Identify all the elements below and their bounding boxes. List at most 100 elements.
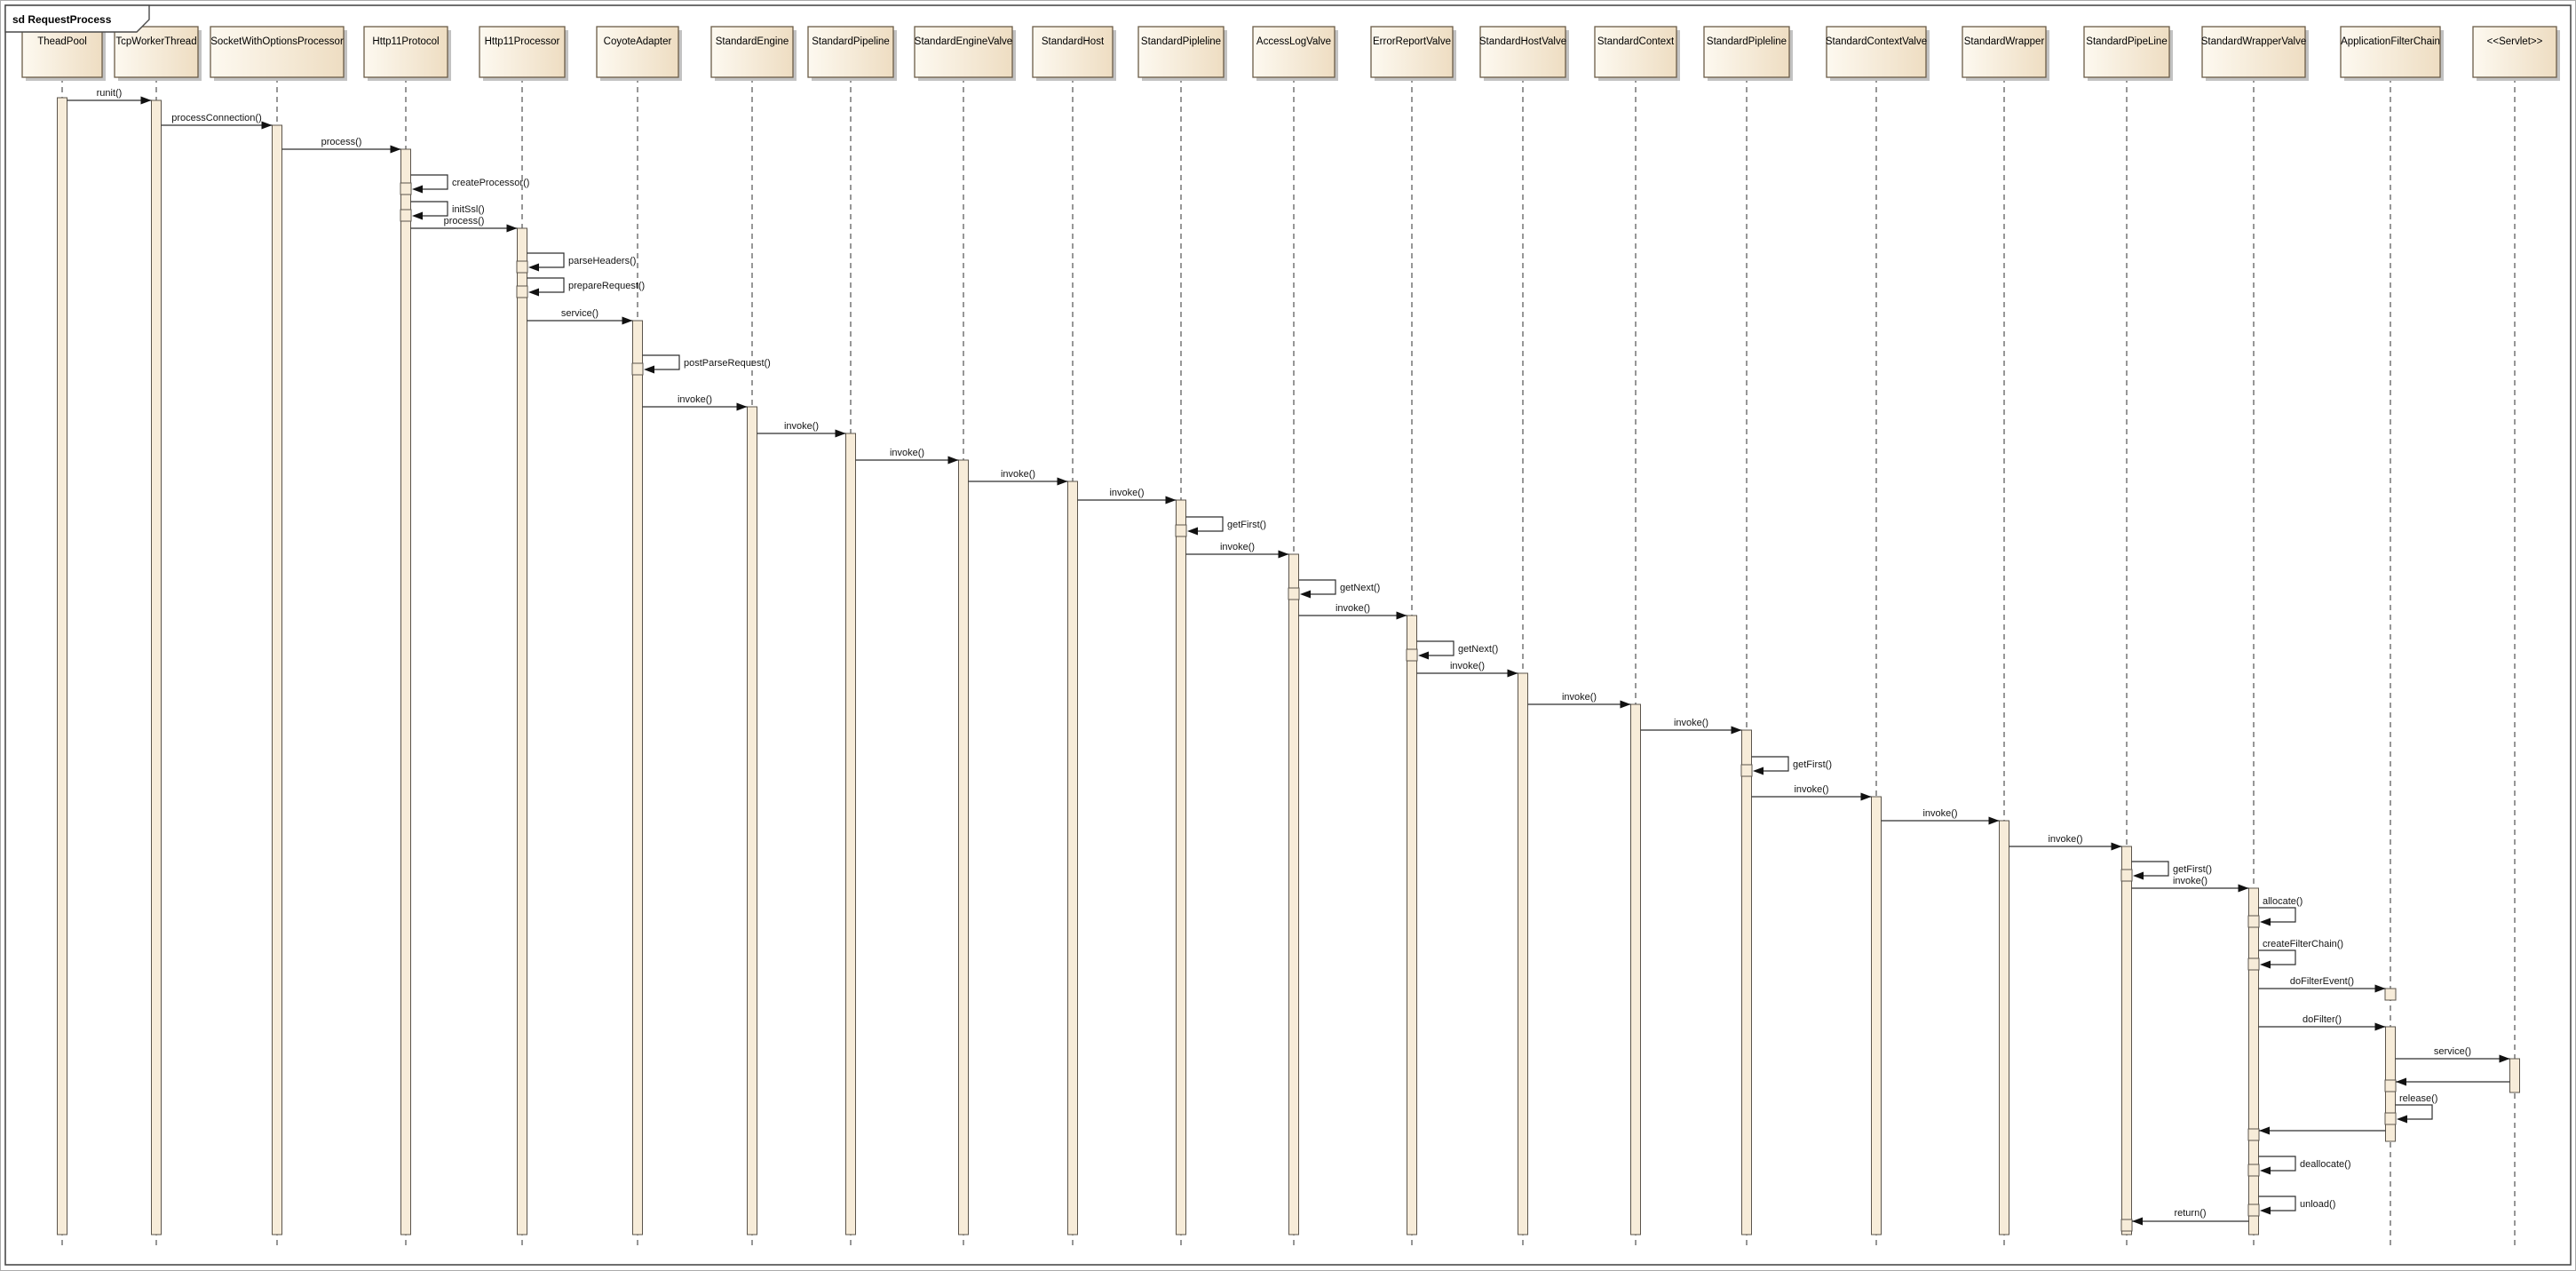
lifeline-header: StandardHost [1032, 26, 1116, 81]
call-message: invoke() [1640, 718, 1742, 735]
self-loop [1185, 516, 1224, 532]
message-label: return() [2174, 1208, 2206, 1219]
lifeline-name: ApplicationFilterChain [2341, 36, 2440, 47]
lifeline-header: ApplicationFilterChain [2340, 26, 2444, 81]
activation-bar [400, 148, 411, 1235]
header-box [1479, 26, 1566, 78]
message-label: process() [444, 216, 485, 226]
self-activation [2247, 1164, 2260, 1177]
lifeline-name: StandardContextValve [1826, 36, 1927, 47]
self-message: getFirst() [1740, 756, 1832, 777]
arrowhead [412, 211, 423, 220]
message-label: invoke() [1674, 718, 1708, 728]
message-label: release() [2399, 1093, 2437, 1104]
arrowhead [506, 224, 518, 233]
header-box [1962, 26, 2047, 78]
arrowhead [2397, 1115, 2407, 1124]
frame-border [4, 4, 2572, 1266]
self-message: release() [2384, 1093, 2437, 1125]
header-box [114, 26, 199, 78]
header-box [1594, 26, 1677, 78]
self-activation [1406, 648, 1418, 662]
self-activation [1740, 764, 1753, 777]
self-activation [2247, 957, 2260, 971]
arrowhead [2374, 984, 2386, 993]
lifeline-header: Http11Protocol [363, 26, 451, 81]
arrowhead [528, 288, 539, 297]
self-message: deallocate() [2247, 1156, 2350, 1177]
arrowhead [947, 456, 959, 465]
header-box [363, 26, 448, 78]
arrowhead [2133, 871, 2144, 880]
self-activation [400, 182, 412, 195]
call-message: runit() [67, 88, 152, 105]
self-activation [516, 285, 528, 298]
arrowhead [1057, 477, 1068, 486]
self-loop [527, 277, 565, 293]
message-label: invoke() [678, 394, 712, 405]
call-message: doFilter() [2258, 1014, 2386, 1031]
message-label: invoke() [1109, 488, 1144, 498]
arrowhead [2111, 842, 2122, 851]
arrowhead [261, 121, 273, 130]
header-box [210, 26, 345, 78]
self-loop [2395, 1104, 2433, 1120]
message-label: doFilterEvent() [2290, 976, 2354, 987]
header-box [2340, 26, 2441, 78]
lifeline-name: StandardPipeLine [2086, 36, 2167, 47]
message-label: invoke() [1220, 542, 1255, 552]
lifeline-name: StandardEngine [716, 36, 789, 47]
lifeline-header: StandardContext [1594, 26, 1680, 81]
arrowhead [2260, 960, 2271, 969]
message-label: prepareRequest() [568, 281, 645, 291]
event-activation [2384, 988, 2397, 1001]
arrowhead [1731, 726, 1742, 735]
self-activation [2120, 869, 2133, 882]
arrowhead [2260, 1166, 2271, 1175]
self-loop [410, 201, 448, 217]
lifeline-name: Http11Protocol [372, 36, 439, 47]
lifeline-header: StandardHostValve [1479, 26, 1569, 81]
self-message: getFirst() [2120, 861, 2212, 882]
arrowhead [2259, 1126, 2270, 1135]
self-message: parseHeaders() [516, 252, 636, 274]
arrowhead [736, 402, 748, 411]
lifeline-name: ErrorReportValve [1373, 36, 1451, 47]
lifeline-name: StandardWrapperValve [2201, 36, 2306, 47]
activation-bar [1518, 672, 1528, 1235]
header-box [1826, 26, 1927, 78]
lifeline-header: SocketWithOptionsProcessor [210, 26, 347, 81]
self-message: getNext() [1406, 640, 1498, 662]
lifeline-header: ErrorReportValve [1370, 26, 1456, 81]
activation-bar [632, 320, 643, 1235]
arrowhead [140, 96, 152, 105]
self-loop [2131, 861, 2169, 877]
activation-bar [1288, 553, 1299, 1235]
lifeline-header: StandardContextValve [1826, 26, 1930, 81]
self-activation [400, 209, 412, 222]
message-label: invoke() [784, 421, 819, 432]
call-message: process() [410, 216, 518, 233]
message-label: createFilterChain() [2263, 939, 2343, 949]
arrowhead [1507, 669, 1518, 678]
self-loop [2258, 949, 2296, 965]
call-message: invoke() [1751, 784, 1872, 801]
message-label: process() [321, 137, 362, 147]
arrowhead [528, 263, 539, 272]
lifeline-name: StandardWrapper [1964, 36, 2045, 47]
arrowhead [2132, 1217, 2143, 1226]
return-message [2384, 1077, 2510, 1092]
arrowhead [1988, 816, 2000, 825]
message-label: invoke() [2048, 834, 2082, 845]
arrowhead [644, 365, 654, 374]
arrowhead [2238, 884, 2249, 893]
lifeline-header: AccessLogValve [1252, 26, 1338, 81]
message-label: postParseRequest() [684, 358, 771, 369]
arrowhead [1753, 767, 1764, 775]
message-label: unload() [2300, 1199, 2335, 1210]
lifeline-name: StandardPipeline [812, 36, 890, 47]
header-box [2472, 26, 2557, 78]
call-message: invoke() [2009, 834, 2122, 851]
activation-bar [845, 433, 856, 1235]
